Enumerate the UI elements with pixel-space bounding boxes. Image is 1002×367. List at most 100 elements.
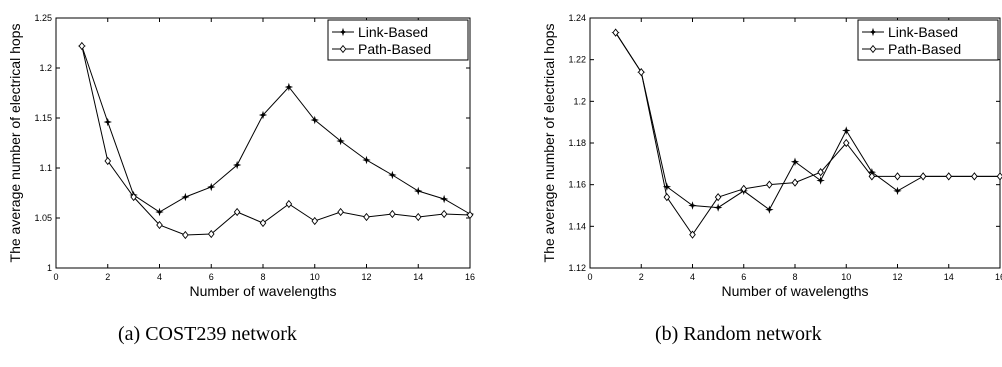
y-tick-label: 1.1 [39, 163, 52, 173]
point-diamond [440, 209, 448, 219]
point-diamond [689, 230, 696, 239]
point-diamond [285, 199, 293, 209]
point-star [765, 205, 774, 214]
y-tick-label: 1 [47, 263, 52, 273]
x-tick-label: 2 [105, 272, 110, 282]
x-tick-label: 10 [310, 272, 320, 282]
point-diamond [363, 212, 370, 222]
x-tick-label: 4 [690, 272, 695, 282]
point-star [155, 207, 164, 217]
point-diamond [156, 220, 163, 230]
point-diamond [766, 180, 773, 189]
x-tick-label: 2 [639, 272, 644, 282]
point-diamond [337, 207, 344, 217]
y-tick-label: 1.15 [34, 113, 52, 123]
caption-b: (b) Random network [655, 323, 822, 345]
point-diamond [714, 193, 722, 202]
y-tick-label: 1.12 [568, 263, 586, 273]
point-star [868, 27, 878, 37]
y-tick-label: 1.2 [39, 63, 52, 73]
series-path-based [612, 28, 1002, 239]
y-tick-label: 1.2 [573, 96, 586, 106]
x-tick-label: 0 [53, 272, 58, 282]
point-star [790, 157, 800, 166]
legend-box [857, 19, 999, 61]
x-tick-label: 0 [587, 272, 592, 282]
chart-b: 0 2 4 6 8 10 12 14 16 1.12 1.14 1.16 1.18 1.2 1.22 1.24… [541, 13, 1002, 299]
point-diamond [945, 172, 953, 181]
point-diamond [182, 230, 189, 240]
point-diamond [233, 207, 241, 217]
y-tick-label: 1.25 [34, 13, 52, 23]
point-diamond [894, 172, 901, 181]
point-diamond [842, 138, 850, 148]
caption-a: (a) COST239 network [118, 323, 297, 345]
point-star [662, 182, 672, 191]
point-star [842, 126, 851, 135]
x-tick-label: 10 [841, 272, 851, 282]
x-tick-label: 12 [361, 272, 371, 282]
point-diamond [637, 68, 645, 77]
point-diamond [414, 212, 422, 222]
point-diamond [663, 193, 671, 202]
x-tick-label: 4 [157, 272, 162, 282]
point-star [893, 186, 902, 196]
point-diamond [740, 184, 748, 193]
point-star [284, 82, 294, 92]
x-tick-label: 14 [944, 272, 954, 282]
point-star [310, 115, 319, 125]
point-star [336, 136, 345, 146]
legend-entry: Link-Based [358, 24, 428, 40]
point-star [688, 201, 697, 210]
x-tick-label: 12 [892, 272, 902, 282]
series-line [615, 32, 1000, 236]
point-diamond [207, 229, 215, 239]
y-tick-label: 1.14 [568, 221, 586, 231]
x-tick-label: 14 [413, 272, 423, 282]
point-diamond [466, 210, 474, 220]
point-diamond [971, 172, 978, 181]
x-tick-label: 6 [741, 272, 746, 282]
y-axis-label: The average number of electrical hops [541, 24, 557, 263]
point-diamond [104, 156, 112, 166]
legend-entry: Link-Based [888, 24, 958, 40]
point-diamond [996, 172, 1002, 181]
x-tick-label: 16 [465, 272, 475, 282]
legend-box [327, 19, 469, 61]
point-star [207, 182, 216, 192]
series-path-based [78, 41, 474, 240]
y-tick-label: 1.16 [568, 180, 586, 190]
point-diamond [868, 172, 876, 181]
point-star [414, 186, 423, 196]
point-diamond [130, 192, 137, 202]
x-axis-label: Number of wavelengths [189, 283, 336, 299]
point-diamond [78, 41, 86, 51]
point-star [103, 117, 112, 127]
point-diamond [919, 172, 927, 181]
point-diamond [612, 28, 619, 37]
point-diamond [869, 44, 877, 54]
legend-entry: Path-Based [358, 41, 431, 57]
point-star [181, 192, 190, 202]
point-diamond [389, 209, 396, 219]
series-line [81, 45, 471, 215]
y-tick-label: 1.24 [568, 13, 586, 23]
point-diamond [817, 168, 824, 177]
point-star [338, 27, 348, 37]
point-star [258, 110, 268, 120]
series-line [81, 45, 471, 236]
point-diamond [259, 218, 267, 228]
legend-entry: Path-Based [888, 41, 961, 57]
point-star [388, 170, 397, 180]
x-tick-label: 8 [792, 272, 797, 282]
y-tick-label: 1.18 [568, 138, 586, 148]
x-tick-label: 6 [209, 272, 214, 282]
point-star [713, 203, 723, 212]
point-diamond [311, 216, 319, 226]
point-star [816, 176, 825, 185]
y-axis-label: The average number of electrical hops [7, 24, 23, 263]
chart-a: 0 2 4 6 8 10 12 14 16 1 1.05 1.1 1.15 1.2 1.25 Number o… [7, 13, 475, 299]
